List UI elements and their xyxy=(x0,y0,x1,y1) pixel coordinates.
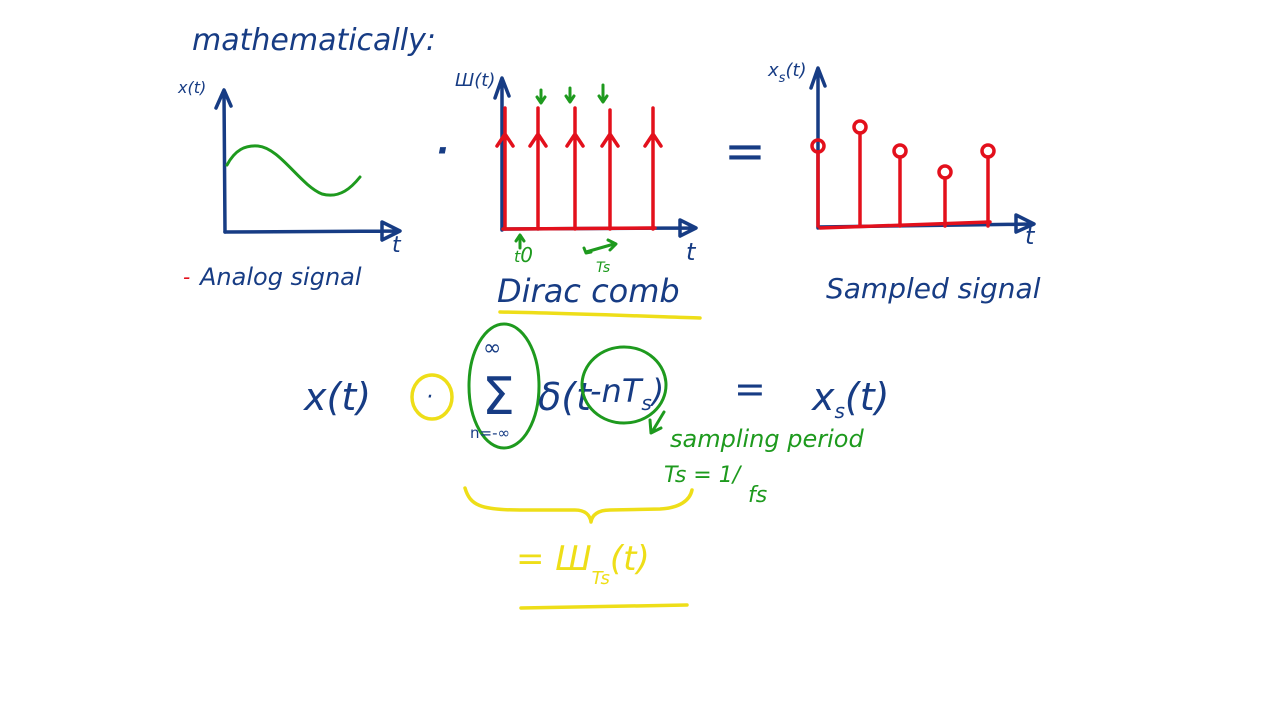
y-axis-label: xs(t) xyxy=(767,60,807,86)
sum-symbol: Σ xyxy=(482,367,515,427)
annotation-formula: Ts = 1/ xyxy=(664,463,743,488)
y-label-sub: s xyxy=(779,71,786,86)
sampling-equation: x(t) · ∞ Σ n=-∞ δ(t -nTs) = xs(t) xyxy=(303,322,889,450)
annotation-label: sampling period xyxy=(670,425,864,453)
sum-lower: n=-∞ xyxy=(470,424,510,442)
sample-point xyxy=(980,143,996,159)
x-axis-label: t xyxy=(686,238,697,266)
equation-equals: = xyxy=(734,367,766,411)
annotation-formula-denominator: fs xyxy=(748,483,767,508)
sample-point xyxy=(892,143,908,159)
comb-baseline xyxy=(501,226,657,231)
dirac-impulse-arrow xyxy=(643,106,663,231)
dirac-impulse-arrow xyxy=(600,108,620,231)
highlight-circle-shift xyxy=(580,345,668,425)
close-paren: ) xyxy=(650,372,664,410)
dirac-impulse-arrow xyxy=(495,106,515,231)
multiply-dot: · xyxy=(436,131,449,171)
sample-point xyxy=(937,164,953,180)
shift-term: -nTs) xyxy=(590,372,664,415)
x-axis-label: t xyxy=(1025,222,1036,250)
period-label: Ts xyxy=(596,260,610,276)
y-label-rest: (t) xyxy=(785,60,806,81)
rhs-rest: (t) xyxy=(845,375,890,419)
y-axis xyxy=(214,88,233,234)
t0-label: t0 xyxy=(514,243,533,267)
equals-sign: = xyxy=(724,122,766,180)
result-underline xyxy=(519,603,689,610)
comb-result-sub: Ts xyxy=(592,568,610,589)
dirac-impulse-arrow xyxy=(565,106,585,231)
comb-result-prefix: = Ш xyxy=(516,539,592,579)
equation-operator: · xyxy=(426,385,433,410)
y-axis-label: Ш(t) xyxy=(455,70,495,91)
y-axis xyxy=(493,76,511,232)
underbrace xyxy=(463,486,694,524)
t0-arrow xyxy=(514,233,526,250)
analog-caption: Analog signal xyxy=(198,263,362,291)
dirac-impulse-arrow xyxy=(528,106,548,231)
analog-signal-plot: x(t) t - Analog signal xyxy=(177,78,402,291)
t0-label-sub: 0 xyxy=(520,243,533,267)
comb-result-suffix: (t) xyxy=(610,539,650,579)
equation-rhs: xs(t) xyxy=(811,375,889,423)
x-axis-label: t xyxy=(392,233,402,258)
comb-result: = ШTs(t) xyxy=(516,539,650,589)
shift-sub: s xyxy=(641,391,651,415)
sum-upper: ∞ xyxy=(483,336,501,361)
sample-point xyxy=(852,119,868,135)
highlight-circle-operator xyxy=(410,373,454,421)
sampled-baseline xyxy=(818,220,992,230)
annotation-arrow xyxy=(648,410,666,435)
analog-curve xyxy=(225,144,362,197)
sampled-caption: Sampled signal xyxy=(826,272,1041,305)
t0-label-t: t xyxy=(514,247,521,266)
highlight-circle-sum xyxy=(467,322,541,450)
y-axis-label: x(t) xyxy=(177,78,206,97)
caption-underline xyxy=(498,310,702,320)
sampling-period-annotation: sampling period Ts = 1/ fs xyxy=(648,410,864,508)
shift-main: -nT xyxy=(590,372,644,410)
dirac-comb-caption: Dirac comb xyxy=(497,272,680,310)
y-label-x: x xyxy=(767,60,779,81)
dirac-comb-plot: Ш(t) t0 Ts t Dirac comb xyxy=(455,70,702,320)
rhs-x: x xyxy=(811,375,835,419)
period-arrow xyxy=(582,238,618,255)
equation-lhs: x(t) xyxy=(303,375,371,419)
x-axis xyxy=(223,220,402,242)
heading: mathematically: xyxy=(192,23,436,58)
sampled-signal-plot: xs(t) t Sampled signal xyxy=(767,60,1041,305)
rhs-sub: s xyxy=(835,399,845,423)
caption-bullet: - xyxy=(183,265,190,289)
impulse-markers xyxy=(535,83,609,105)
sample-point xyxy=(810,138,826,154)
